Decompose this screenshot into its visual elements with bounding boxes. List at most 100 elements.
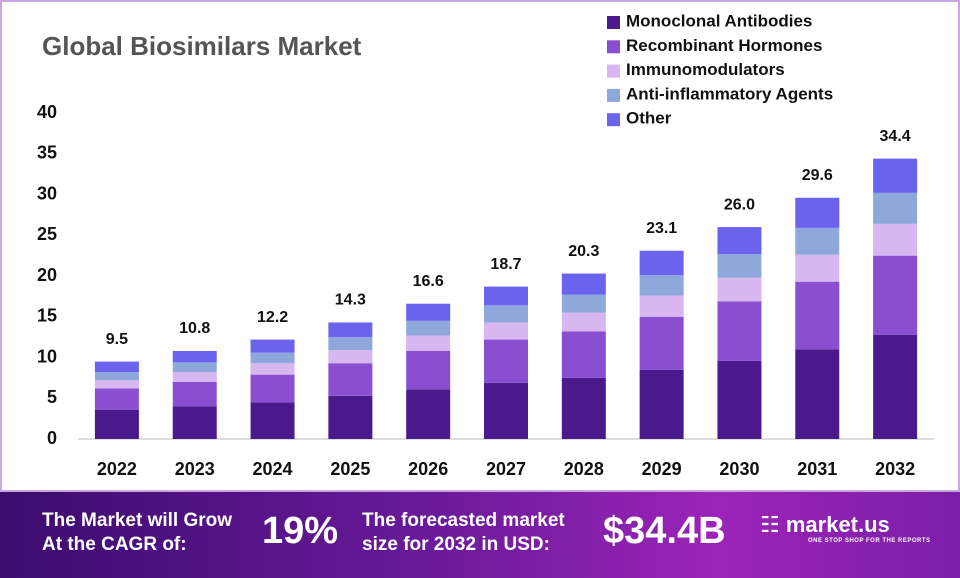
- bar-segment: [795, 254, 840, 282]
- x-tick-label: 2023: [175, 459, 215, 479]
- bar-segment: [561, 377, 606, 439]
- legend-label: Immunomodulators: [626, 60, 785, 79]
- bar-segment: [250, 352, 295, 364]
- bar-segment: [328, 350, 373, 364]
- bar-segment: [639, 316, 684, 370]
- y-tick-label: 20: [37, 265, 57, 285]
- x-tick-label: 2025: [330, 459, 370, 479]
- total-label: 9.5: [106, 331, 128, 348]
- bar-segment: [873, 334, 918, 439]
- cagr-value: 19%: [262, 510, 339, 552]
- bar-segment: [717, 360, 762, 439]
- cagr-line: The Market will Grow: [42, 510, 233, 531]
- x-tick-label: 2024: [253, 459, 293, 479]
- bar-segment: [561, 331, 606, 378]
- bar-segment: [717, 301, 762, 361]
- forecast-line: size for 2032 in USD:: [362, 534, 550, 555]
- forecast-text: The forecasted market size for 2032 in US…: [362, 509, 565, 557]
- bar-segment: [328, 337, 373, 351]
- total-label: 14.3: [335, 292, 366, 309]
- footer-banner: The Market will Grow At the CAGR of: 19% …: [0, 492, 960, 578]
- bar-segment: [795, 197, 840, 228]
- bar-segment: [717, 227, 762, 254]
- legend-swatch: [607, 113, 620, 127]
- brand-name: market.us: [785, 512, 890, 537]
- total-label: 10.8: [179, 320, 210, 337]
- total-label: 29.6: [802, 167, 833, 184]
- bar-segment: [717, 277, 762, 302]
- y-tick-label: 5: [47, 387, 57, 407]
- bar-segment: [250, 339, 295, 353]
- y-tick-label: 40: [37, 102, 57, 122]
- x-tick-label: 2026: [408, 459, 448, 479]
- bar-segment: [795, 227, 840, 255]
- y-tick-label: 15: [37, 306, 57, 326]
- cagr-line: At the CAGR of:: [42, 534, 187, 555]
- x-tick-label: 2031: [797, 459, 837, 479]
- x-tick-label: 2022: [97, 459, 137, 479]
- y-tick-label: 30: [37, 183, 57, 203]
- bar-segment: [873, 158, 918, 193]
- bar-segment: [561, 273, 606, 295]
- bar-segment: [484, 339, 528, 383]
- bar-segment: [561, 294, 606, 313]
- chart-title: Global Biosimilars Market: [42, 31, 362, 61]
- bar-segment: [406, 303, 451, 321]
- total-label: 26.0: [724, 196, 755, 213]
- total-label: 12.2: [257, 309, 288, 326]
- forecast-line: The forecasted market: [362, 510, 565, 531]
- bar-segment: [873, 255, 918, 335]
- bar-segment: [94, 409, 139, 439]
- bar-segment: [328, 322, 373, 338]
- bar-segment: [873, 192, 918, 224]
- bar-segment: [639, 295, 684, 317]
- bar-segment: [328, 363, 373, 396]
- bar-segment: [406, 320, 451, 336]
- bar-segment: [406, 350, 451, 390]
- y-tick-label: 10: [37, 346, 57, 366]
- total-label: 16.6: [413, 273, 444, 290]
- bar-segment: [94, 380, 139, 389]
- bar-segment: [328, 395, 373, 439]
- forecast-value: $34.4B: [603, 510, 726, 552]
- bar-segment: [484, 305, 528, 323]
- legend-label: Monoclonal Antibodies: [626, 11, 812, 30]
- legend-label: Anti-inflammatory Agents: [626, 84, 833, 103]
- tagline: ONE STOP SHOP FOR THE REPORTS: [808, 538, 931, 544]
- frame: [0, 0, 960, 492]
- bar-segment: [873, 223, 918, 256]
- bar-segment: [406, 389, 451, 439]
- legend-swatch: [607, 88, 620, 102]
- bar-segment: [250, 374, 295, 403]
- bar-segment: [172, 372, 217, 382]
- cagr-text: The Market will Grow At the CAGR of:: [42, 509, 232, 557]
- bar-segment: [639, 369, 684, 439]
- bar-segment: [172, 406, 217, 439]
- total-label: 34.4: [880, 128, 911, 145]
- legend-swatch: [607, 64, 620, 78]
- x-tick-label: 2030: [719, 459, 759, 479]
- total-label: 23.1: [646, 220, 677, 237]
- bar-segment: [639, 275, 684, 296]
- total-label: 20.3: [568, 243, 599, 260]
- bar-segment: [484, 322, 528, 340]
- bar-segment: [94, 361, 139, 373]
- bar-segment: [795, 349, 840, 439]
- bar-segment: [484, 286, 528, 306]
- x-tick-label: 2028: [564, 459, 604, 479]
- total-label: 18.7: [490, 256, 521, 273]
- chart: Global Biosimilars Market 05101520253035…: [0, 0, 960, 492]
- x-tick-label: 2027: [486, 459, 526, 479]
- bar-segment: [94, 372, 139, 381]
- x-tick-label: 2029: [642, 459, 682, 479]
- y-tick-label: 25: [37, 224, 57, 244]
- bar-segment: [406, 335, 451, 351]
- y-tick-label: 35: [37, 143, 57, 163]
- bar-segment: [172, 381, 217, 407]
- bar-segment: [561, 312, 606, 332]
- bar-segment: [484, 382, 528, 439]
- bar-segment: [250, 363, 295, 375]
- brand: ☷ market.us: [760, 512, 890, 537]
- bar-segment: [795, 281, 840, 350]
